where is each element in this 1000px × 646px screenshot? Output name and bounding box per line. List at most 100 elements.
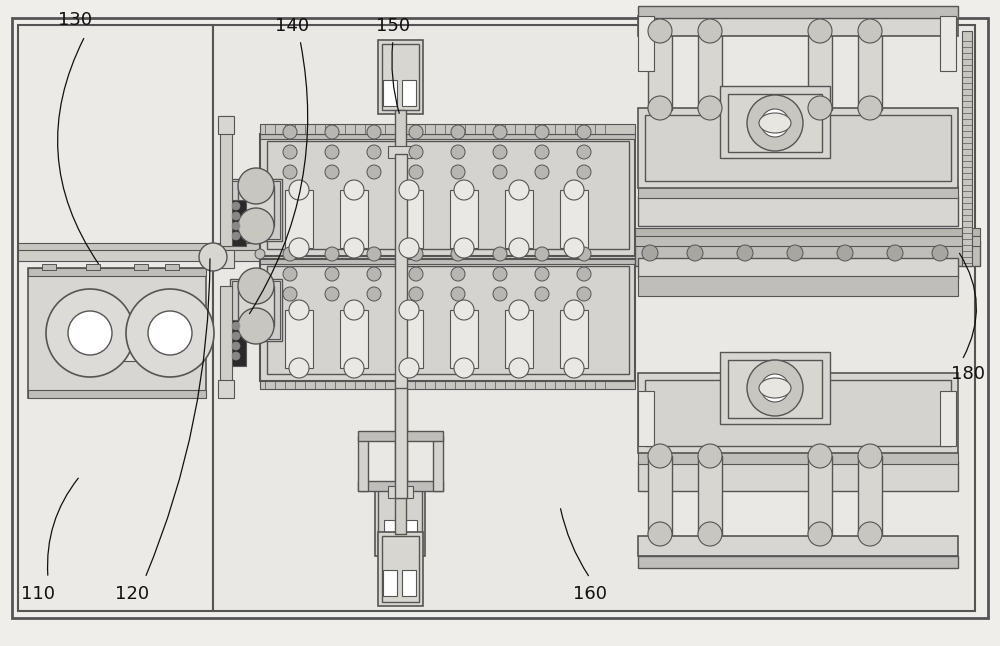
Bar xyxy=(728,94,822,152)
Circle shape xyxy=(409,287,423,301)
Bar xyxy=(340,310,368,368)
Bar xyxy=(232,281,280,339)
Bar xyxy=(395,494,406,534)
Circle shape xyxy=(454,300,474,320)
Text: 140: 140 xyxy=(275,17,309,35)
Circle shape xyxy=(283,287,297,301)
Bar xyxy=(638,196,958,226)
Bar xyxy=(285,310,313,368)
Circle shape xyxy=(698,19,722,43)
Circle shape xyxy=(454,358,474,378)
Bar xyxy=(218,116,234,134)
Bar xyxy=(18,243,978,250)
Circle shape xyxy=(737,245,753,261)
Circle shape xyxy=(493,287,507,301)
Circle shape xyxy=(509,300,529,320)
Circle shape xyxy=(451,247,465,261)
Bar xyxy=(260,381,635,389)
Bar xyxy=(638,452,958,464)
Circle shape xyxy=(454,180,474,200)
Bar xyxy=(382,44,419,110)
Circle shape xyxy=(289,180,309,200)
Circle shape xyxy=(367,165,381,179)
Bar xyxy=(962,31,972,266)
Circle shape xyxy=(509,358,529,378)
Bar xyxy=(260,134,635,256)
Circle shape xyxy=(344,300,364,320)
Bar xyxy=(635,228,980,236)
Circle shape xyxy=(577,165,591,179)
Circle shape xyxy=(493,145,507,159)
Circle shape xyxy=(564,358,584,378)
Circle shape xyxy=(687,245,703,261)
Circle shape xyxy=(577,125,591,139)
Circle shape xyxy=(283,267,297,281)
Circle shape xyxy=(535,247,549,261)
Circle shape xyxy=(367,247,381,261)
Bar xyxy=(450,190,478,248)
Circle shape xyxy=(232,322,240,330)
Circle shape xyxy=(283,125,297,139)
Bar xyxy=(638,556,958,568)
Circle shape xyxy=(344,180,364,200)
Circle shape xyxy=(858,19,882,43)
Bar xyxy=(638,373,958,453)
Bar xyxy=(220,286,232,396)
Bar xyxy=(358,431,443,441)
Circle shape xyxy=(577,287,591,301)
Circle shape xyxy=(238,268,274,304)
Circle shape xyxy=(858,522,882,546)
Circle shape xyxy=(232,212,240,220)
Circle shape xyxy=(648,19,672,43)
Circle shape xyxy=(564,180,584,200)
Bar xyxy=(698,30,722,110)
Circle shape xyxy=(399,180,419,200)
Circle shape xyxy=(367,125,381,139)
Bar xyxy=(260,259,635,264)
Bar xyxy=(260,134,635,139)
Circle shape xyxy=(858,96,882,120)
Circle shape xyxy=(577,145,591,159)
Ellipse shape xyxy=(759,378,791,398)
Text: 110: 110 xyxy=(21,585,55,603)
Circle shape xyxy=(409,267,423,281)
Circle shape xyxy=(409,145,423,159)
Circle shape xyxy=(451,145,465,159)
Circle shape xyxy=(761,109,789,137)
Bar xyxy=(395,154,407,486)
Bar xyxy=(858,456,882,536)
Text: 180: 180 xyxy=(951,365,985,383)
Circle shape xyxy=(648,96,672,120)
Bar xyxy=(28,268,206,276)
Bar xyxy=(505,310,533,368)
Circle shape xyxy=(564,300,584,320)
Bar xyxy=(648,30,672,110)
Bar xyxy=(940,391,956,446)
Bar xyxy=(230,279,282,341)
Circle shape xyxy=(399,358,419,378)
Bar xyxy=(260,259,635,381)
Bar xyxy=(638,6,958,18)
Circle shape xyxy=(747,360,803,416)
Bar xyxy=(720,86,830,158)
Bar xyxy=(340,190,368,248)
Bar xyxy=(638,536,958,556)
Bar xyxy=(402,80,416,106)
Bar xyxy=(808,30,832,110)
Bar xyxy=(728,360,822,418)
Bar xyxy=(358,481,443,491)
Bar xyxy=(382,536,419,602)
Circle shape xyxy=(509,180,529,200)
Circle shape xyxy=(577,247,591,261)
Bar xyxy=(232,181,280,239)
Circle shape xyxy=(409,165,423,179)
Circle shape xyxy=(399,238,419,258)
Circle shape xyxy=(451,267,465,281)
Bar xyxy=(28,390,206,398)
Bar xyxy=(128,342,136,350)
Circle shape xyxy=(289,358,309,378)
Circle shape xyxy=(199,243,227,271)
Circle shape xyxy=(367,267,381,281)
Bar xyxy=(238,286,274,326)
Bar xyxy=(395,310,423,368)
